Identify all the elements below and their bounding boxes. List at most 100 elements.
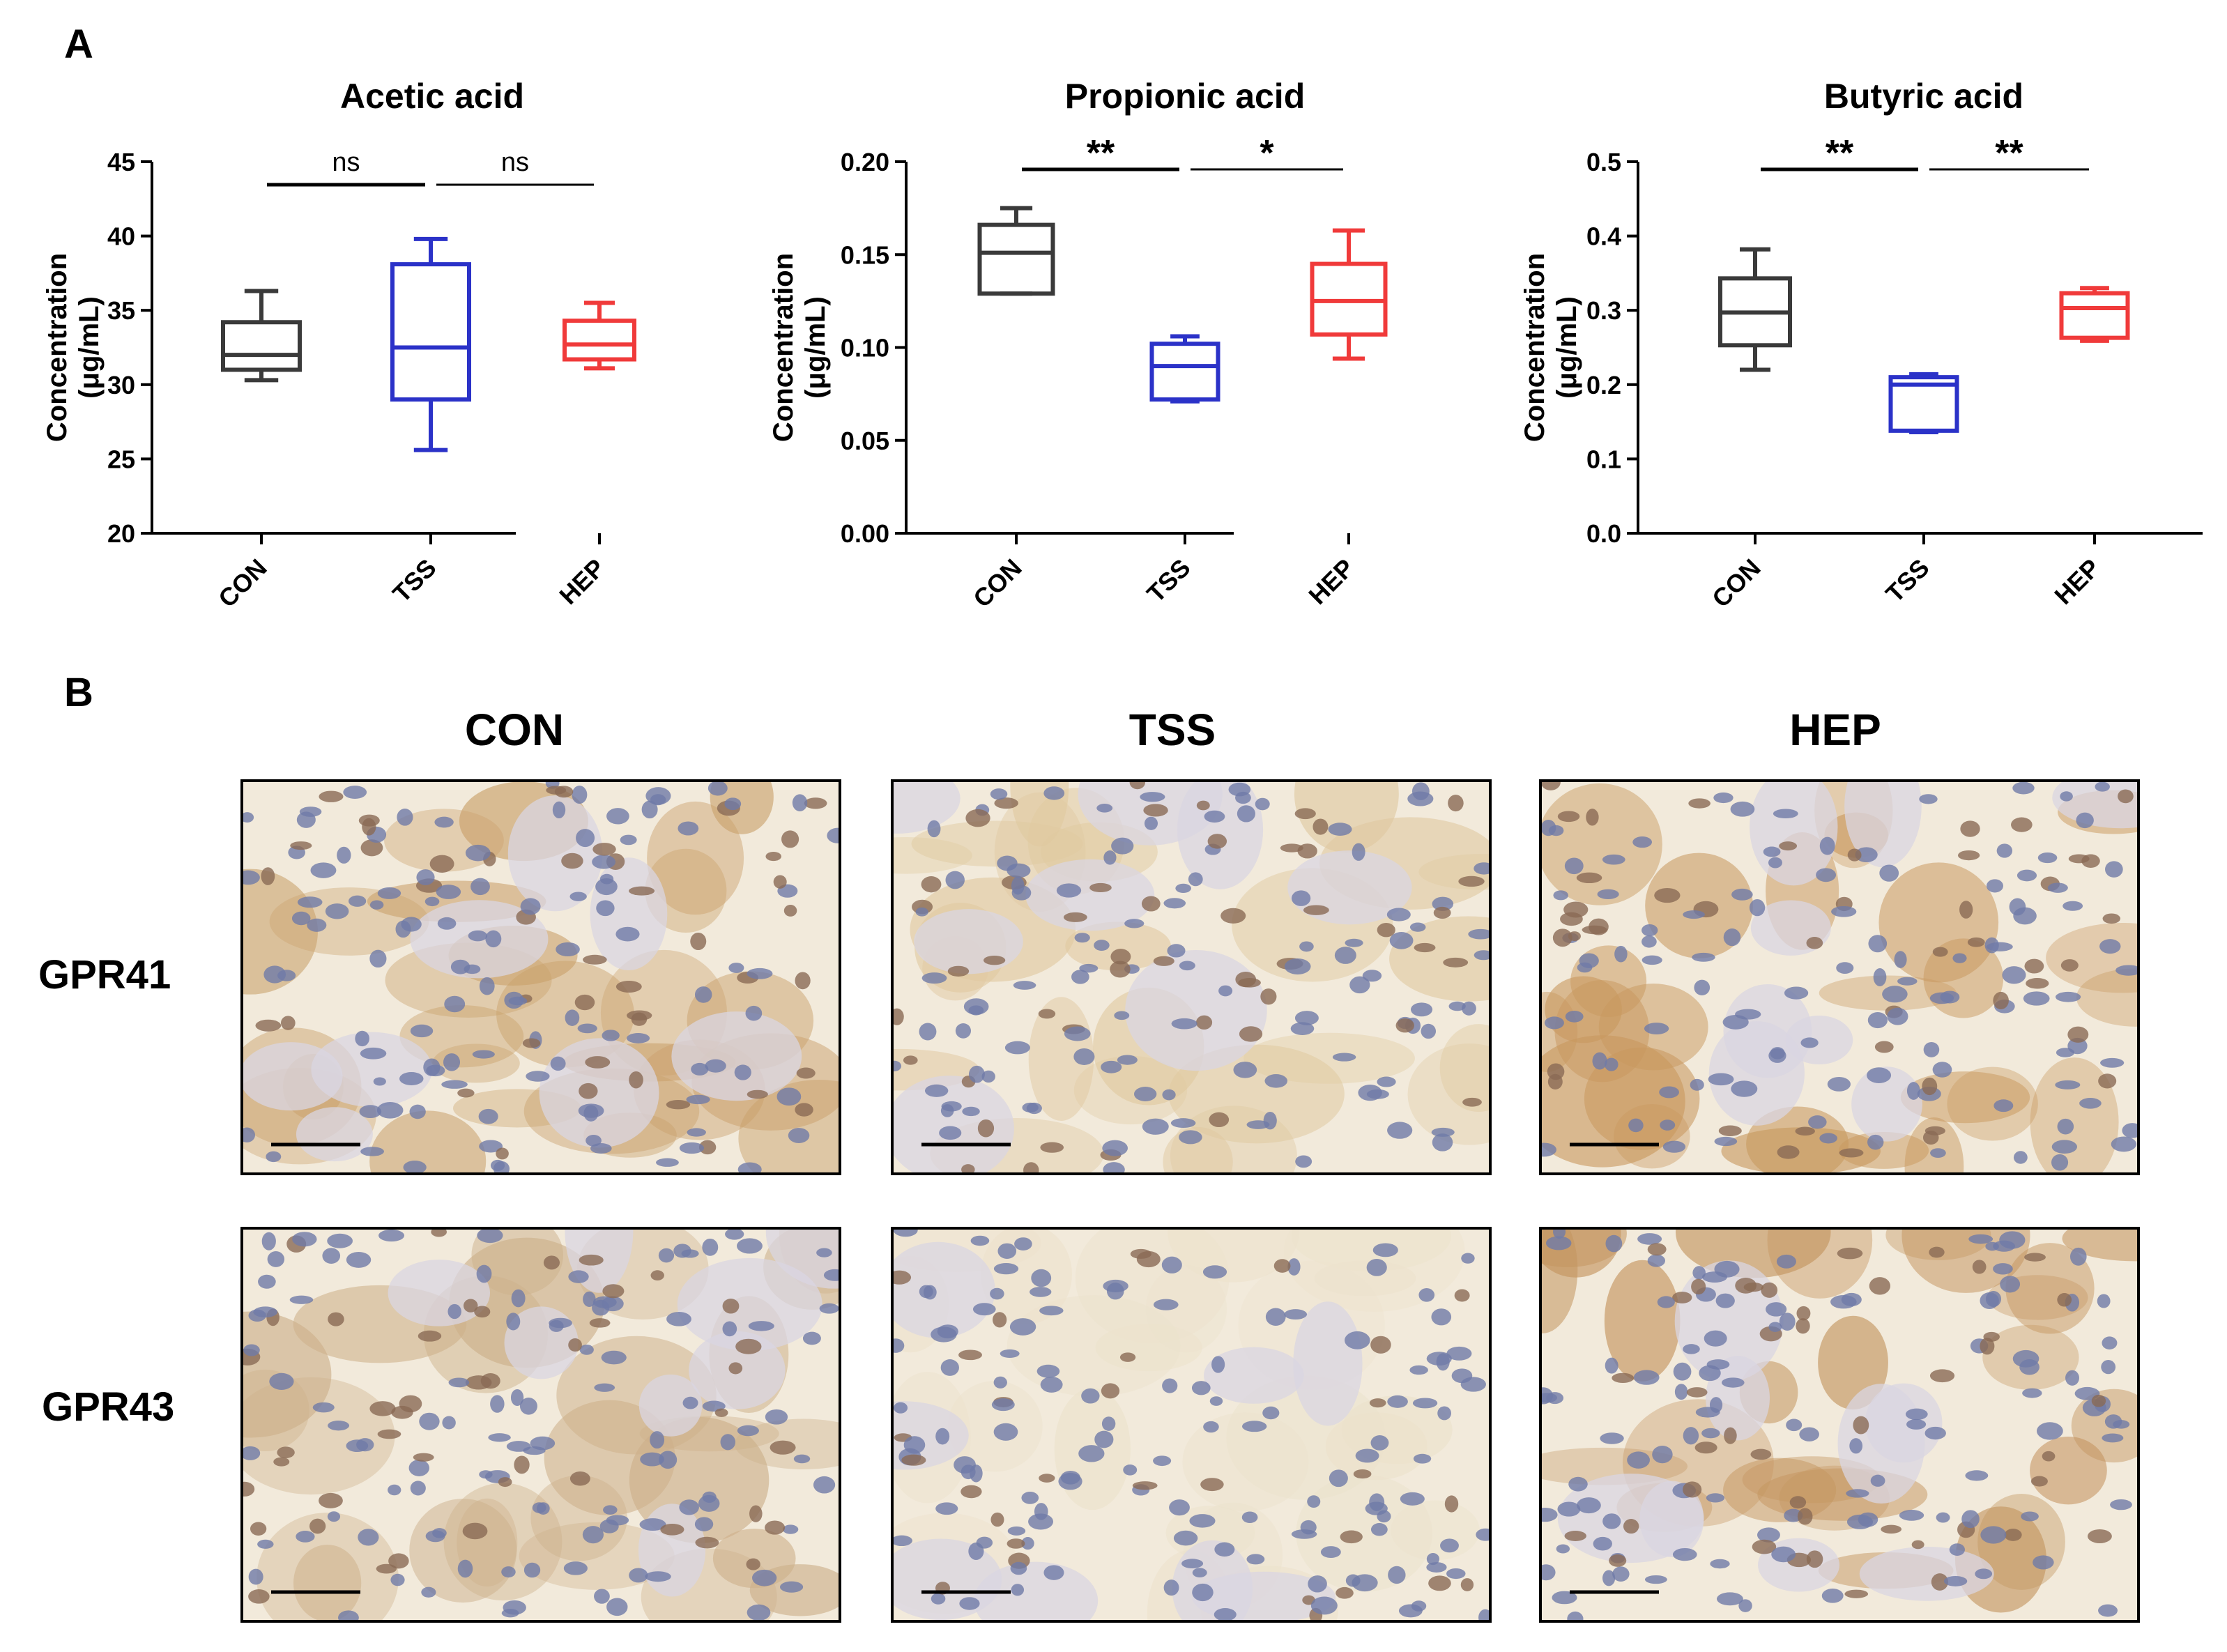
nucleus <box>1432 896 1454 911</box>
micrograph-texture <box>1542 1230 2137 1620</box>
goblet-cell-region <box>296 1107 373 1162</box>
nucleus <box>945 871 965 889</box>
stain-patch <box>1391 1500 1480 1561</box>
nucleus <box>526 1071 550 1082</box>
nucleus <box>1959 901 1973 919</box>
stain-patch <box>471 1230 564 1296</box>
stain-patch <box>1885 1230 1991 1260</box>
nucleus <box>1188 872 1203 887</box>
nucleus <box>1922 1077 1938 1096</box>
nucleus <box>1196 800 1210 811</box>
nucleus <box>1103 1162 1125 1172</box>
nucleus <box>1235 972 1257 988</box>
y-tick-label: 30 <box>107 371 135 399</box>
nucleus <box>1652 1445 1673 1464</box>
micrograph-texture <box>894 782 1489 1172</box>
y-tick-label: 0.1 <box>1586 445 1621 473</box>
nucleus <box>629 1568 648 1583</box>
stain-patch <box>1947 1066 2038 1141</box>
nucleus <box>1409 1365 1428 1375</box>
nucleus <box>1004 1041 1030 1055</box>
nucleus <box>1544 1016 1564 1030</box>
y-tick-label: 0.5 <box>1586 148 1621 176</box>
nucleus <box>603 1505 618 1515</box>
nucleus <box>1701 1428 1720 1439</box>
nucleus <box>2063 901 2083 911</box>
nucleus <box>997 1243 1017 1259</box>
nucleus <box>338 1610 359 1620</box>
nucleus <box>747 1089 768 1099</box>
stain-patch <box>1073 1055 1188 1125</box>
nucleus <box>1038 1009 1056 1019</box>
nucleus <box>255 1019 282 1032</box>
nucleus <box>1211 1356 1225 1373</box>
nucleus <box>765 1409 788 1425</box>
nucleus <box>1133 1087 1157 1101</box>
chart-0: Acetic acid Concentration(μg/mL) 20 25 30 35 4… <box>42 77 636 613</box>
nucleus <box>1300 1520 1317 1535</box>
nucleus <box>399 1395 422 1413</box>
nucleus <box>1144 816 1158 830</box>
nucleus <box>640 1452 664 1467</box>
nucleus <box>1101 1416 1116 1431</box>
nucleus <box>1846 1489 1869 1498</box>
nucleus <box>722 1321 737 1337</box>
nucleus <box>679 1499 699 1515</box>
nucleus <box>1366 1258 1387 1276</box>
nucleus <box>1365 1501 1388 1515</box>
y-axis-label-line: Concentration <box>42 253 72 442</box>
nucleus <box>1688 798 1711 809</box>
micrograph-texture <box>894 1230 1489 1620</box>
nucleus <box>924 1084 949 1097</box>
nucleus <box>765 851 781 862</box>
nucleus <box>1410 1002 1433 1017</box>
nucleus <box>583 1291 596 1307</box>
nucleus <box>579 1254 604 1266</box>
nucleus <box>1421 1023 1437 1039</box>
nucleus <box>568 1338 582 1352</box>
nucleus <box>2102 1433 2124 1443</box>
nucleus <box>1641 955 1662 965</box>
nucleus <box>1167 944 1186 958</box>
nucleus <box>939 1126 962 1140</box>
nucleus <box>574 994 595 1011</box>
y-tick-label: 0.10 <box>841 334 889 362</box>
nucleus <box>1789 1496 1807 1509</box>
nucleus <box>1161 1256 1182 1274</box>
nucleus <box>1007 1538 1025 1549</box>
nucleus <box>1000 1349 1020 1358</box>
nucleus <box>1894 951 1907 968</box>
nucleus <box>1714 1136 1738 1147</box>
nucleus <box>894 1535 912 1547</box>
row-label-gpr43: GPR43 <box>42 1384 175 1430</box>
nucleus <box>1867 1067 1892 1083</box>
goblet-cell-region <box>638 1374 703 1437</box>
nucleus <box>1377 1076 1396 1087</box>
nucleus <box>2047 882 2068 893</box>
nucleus <box>296 811 316 828</box>
nucleus <box>1542 1507 1558 1522</box>
nucleus <box>1409 922 1426 932</box>
nucleus <box>1867 1011 1888 1029</box>
nucleus <box>442 1416 456 1430</box>
nucleus <box>765 1520 786 1535</box>
nucleus <box>1542 1387 1554 1405</box>
nucleus <box>615 926 640 942</box>
nucleus <box>498 1477 512 1487</box>
nucleus <box>695 1536 719 1549</box>
nucleus <box>457 1088 475 1098</box>
y-tick-label: 0.0 <box>1586 519 1621 548</box>
nucleus <box>1370 1522 1388 1536</box>
box-tss <box>1888 372 1959 435</box>
nucleus <box>1141 896 1161 912</box>
nucleus <box>1063 912 1087 922</box>
nucleus <box>267 1251 285 1267</box>
nucleus <box>1821 1588 1844 1603</box>
goblet-cell-region <box>638 1504 706 1597</box>
nucleus <box>959 1597 980 1610</box>
goblet-cell-region <box>1204 1347 1304 1404</box>
nucleus <box>429 855 454 873</box>
nucleus <box>253 1306 278 1318</box>
nucleus <box>327 1233 353 1248</box>
nucleus <box>1602 1570 1616 1586</box>
